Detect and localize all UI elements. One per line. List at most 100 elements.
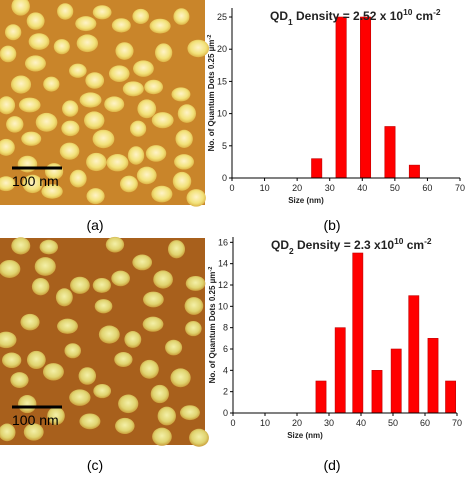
panel-label: (a) (86, 217, 103, 233)
quantum-dot (59, 142, 80, 160)
quantum-dot (76, 34, 99, 53)
quantum-dot (21, 131, 42, 146)
quantum-dot (118, 394, 139, 414)
scale-bar-label: 100 nm (12, 412, 59, 428)
x-tick-label: 40 (357, 183, 367, 193)
quantum-dot (41, 184, 63, 199)
bar (384, 126, 396, 179)
quantum-dot (174, 154, 194, 170)
x-axis-label: Size (nm) (287, 431, 323, 440)
bar (390, 348, 402, 414)
text-part: -2 (207, 35, 213, 40)
bar (427, 338, 439, 414)
x-axis-label: Size (nm) (288, 196, 324, 205)
x-tick-label: 0 (230, 418, 235, 428)
quantum-dot (170, 368, 191, 388)
x-tick-label: 30 (325, 183, 335, 193)
text-part: QD (271, 238, 289, 252)
quantum-dot (24, 55, 46, 72)
quantum-dot (61, 120, 80, 137)
text-part: QD (270, 9, 288, 23)
text-part: Density = 2.3 x10 (294, 238, 395, 252)
quantum-dot (187, 39, 210, 58)
quantum-dot (177, 104, 197, 123)
quantum-dot (10, 372, 29, 388)
quantum-dot (85, 72, 105, 89)
quantum-dot (92, 129, 115, 149)
quantum-dot (142, 316, 164, 332)
y-tick-label: 0 (223, 408, 228, 418)
text-part: cm (412, 9, 433, 23)
quantum-dot (130, 120, 147, 137)
quantum-dot (69, 169, 87, 188)
x-tick-label: 0 (229, 183, 234, 193)
quantum-dot (143, 291, 164, 308)
quantum-dot (186, 189, 206, 207)
quantum-dot (42, 363, 64, 381)
y-axis-label: No. of Quantum Dots 0.25 µm-2 (207, 35, 216, 152)
quantum-dot (115, 42, 134, 60)
y-tick-label: 5 (222, 141, 227, 151)
y-tick-label: 0 (222, 173, 227, 183)
y-tick-label: 10 (217, 109, 227, 119)
quantum-dot (47, 406, 65, 425)
bar (334, 327, 346, 414)
quantum-dot (79, 413, 101, 430)
quantum-dot (75, 16, 97, 32)
quantum-dot (152, 427, 172, 446)
quantum-dot (0, 96, 16, 115)
quantum-dot (184, 297, 204, 315)
quantum-dot (132, 8, 150, 24)
quantum-dot (151, 112, 174, 129)
x-tick-label: 30 (324, 418, 334, 428)
quantum-dot (173, 8, 190, 25)
quantum-dot (23, 423, 44, 441)
quantum-dot (57, 318, 78, 334)
y-tick-label: 20 (217, 44, 227, 54)
panel-label: (d) (323, 457, 340, 473)
quantum-dot (136, 166, 157, 185)
text-part: -2 (208, 267, 214, 272)
quantum-dot (185, 321, 202, 337)
text-part: Density = 2.52 x 10 (293, 9, 404, 23)
quantum-dot (175, 129, 193, 148)
quantum-dot (26, 350, 46, 370)
text-part: 1 (288, 17, 293, 27)
quantum-dot (43, 76, 60, 92)
quantum-dot (39, 239, 59, 255)
quantum-dot (132, 254, 153, 271)
quantum-dot (62, 100, 79, 117)
quantum-dot (179, 405, 200, 421)
afm-image (0, 236, 209, 447)
quantum-dot (86, 188, 105, 205)
bar (360, 16, 372, 179)
quantum-dot (0, 138, 15, 156)
text-part: -2 (424, 236, 432, 246)
y-tick-label: 2 (223, 387, 228, 397)
x-tick-label: 10 (260, 183, 270, 193)
bar (352, 252, 364, 414)
quantum-dot (0, 423, 16, 442)
quantum-dot (92, 277, 111, 293)
quantum-dot (133, 60, 154, 77)
quantum-dot (10, 75, 32, 94)
quantum-dot (124, 331, 142, 348)
text-part: 10 (394, 236, 404, 246)
quantum-dot (167, 240, 186, 259)
quantum-dot (149, 18, 171, 34)
quantum-dot (31, 277, 50, 296)
quantum-dot (69, 63, 87, 78)
y-tick-label: 25 (217, 12, 227, 22)
quantum-dot (92, 5, 112, 20)
quantum-dot (35, 112, 58, 132)
quantum-dot (86, 152, 107, 172)
quantum-dot (111, 270, 130, 287)
bar (408, 295, 420, 414)
quantum-dot (34, 257, 56, 276)
quantum-dot (165, 339, 183, 356)
quantum-dot (185, 275, 206, 291)
panel-label: (b) (323, 217, 340, 233)
y-tick-label: 15 (217, 76, 227, 86)
quantum-dot (70, 276, 90, 294)
